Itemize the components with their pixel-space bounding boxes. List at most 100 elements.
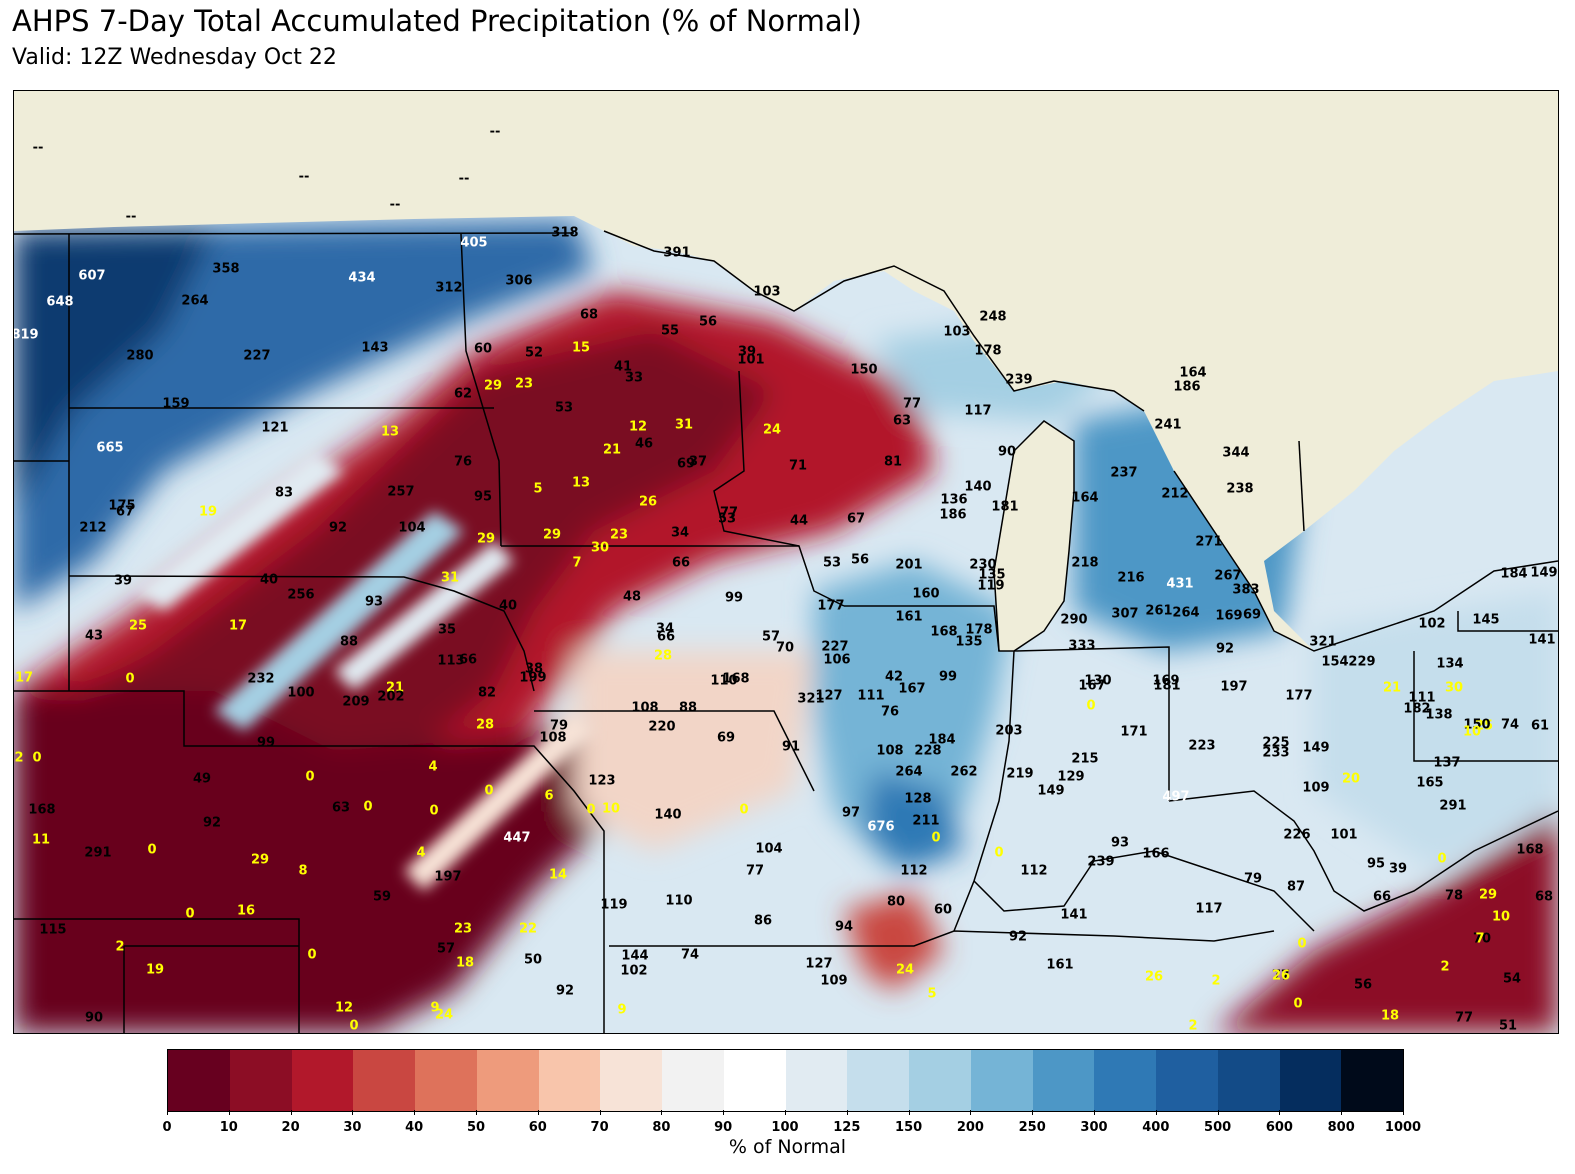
colorbar-swatch bbox=[662, 1050, 724, 1111]
station-value-label: 321 bbox=[1309, 635, 1336, 650]
colorbar-tickmark bbox=[290, 1110, 292, 1115]
colorbar-swatch bbox=[1094, 1050, 1156, 1111]
station-value-label: 239 bbox=[1087, 855, 1114, 870]
colorbar-tickmark bbox=[970, 1110, 972, 1115]
station-value-label: 280 bbox=[126, 349, 153, 364]
station-value-label: 130 bbox=[1084, 674, 1111, 689]
station-value-label: 92 bbox=[203, 816, 221, 831]
station-value-label: 150 bbox=[850, 363, 877, 378]
station-value-label: 67 bbox=[847, 512, 865, 527]
colorbar-tick-label: 80 bbox=[652, 1120, 671, 1135]
station-value-label: 9 bbox=[430, 1001, 439, 1016]
station-value-label: 19 bbox=[146, 963, 164, 978]
station-value-label: 128 bbox=[904, 792, 931, 807]
station-value-label: 165 bbox=[1416, 776, 1443, 791]
station-value-label: 197 bbox=[434, 870, 461, 885]
station-value-label: 104 bbox=[755, 842, 782, 857]
station-value-label: 135 bbox=[955, 635, 982, 650]
station-value-label: 171 bbox=[1120, 725, 1147, 740]
station-value-label: 212 bbox=[1161, 487, 1188, 502]
station-value-label: 16 bbox=[237, 904, 255, 919]
station-value-label: 35 bbox=[438, 623, 456, 638]
colorbar-tick-label: 600 bbox=[1265, 1120, 1293, 1135]
station-value-label: 312 bbox=[435, 281, 462, 296]
station-value-label: 150 bbox=[1463, 718, 1490, 733]
colorbar-tickmark bbox=[908, 1110, 910, 1115]
station-value-label: 149 bbox=[1302, 741, 1329, 756]
station-value-label: 76 bbox=[454, 455, 472, 470]
station-value-label: 19 bbox=[199, 505, 217, 520]
precipitation-map: -- -- -- -- -- -- 405 318 391 607 648 358 434 306 312 2… bbox=[13, 90, 1559, 1034]
station-value-label: 264 bbox=[181, 294, 208, 309]
station-value-label: 431 bbox=[1166, 577, 1193, 592]
colorbar-tickmark bbox=[1094, 1110, 1095, 1115]
colorbar-swatch bbox=[538, 1050, 601, 1111]
station-value-label: 54 bbox=[1503, 972, 1521, 987]
station-value-label: 0 bbox=[305, 770, 314, 785]
station-value-label: 21 bbox=[1383, 681, 1401, 696]
station-value-label: 30 bbox=[1445, 681, 1463, 696]
colorbar-swatch bbox=[785, 1050, 848, 1111]
station-value-label: 29 bbox=[543, 528, 561, 543]
station-value-label: 13 bbox=[381, 425, 399, 440]
station-value-label: 10 bbox=[1463, 725, 1481, 740]
station-value-label: 69 bbox=[717, 731, 735, 746]
station-value-label: 21 bbox=[603, 443, 621, 458]
station-value-label: 0 bbox=[125, 672, 134, 687]
station-value-label: 112 bbox=[900, 864, 927, 879]
station-value-label: -- bbox=[390, 198, 401, 213]
station-value-label: 79 bbox=[1244, 872, 1262, 887]
station-value-label: 159 bbox=[162, 397, 189, 412]
station-value-label: 227 bbox=[821, 640, 848, 655]
colorbar-swatch bbox=[476, 1050, 539, 1111]
station-value-label: 88 bbox=[340, 635, 358, 650]
station-value-label: 182 bbox=[1403, 702, 1430, 717]
station-value-label: 177 bbox=[1285, 689, 1312, 704]
station-value-label: 57 bbox=[762, 630, 780, 645]
station-value-label: 607 bbox=[78, 269, 105, 284]
lake-superior-shore bbox=[603, 230, 1145, 412]
station-value-label: 819 bbox=[14, 328, 39, 343]
station-value-label: 99 bbox=[725, 591, 743, 606]
station-value-label: -- bbox=[459, 172, 470, 187]
station-value-label: 101 bbox=[737, 353, 764, 368]
station-value-label: 218 bbox=[1071, 556, 1098, 571]
station-value-label: 115 bbox=[39, 923, 66, 938]
station-value-label: 92 bbox=[556, 984, 574, 999]
station-value-label: 29 bbox=[1479, 888, 1497, 903]
station-value-label: 648 bbox=[46, 295, 73, 310]
station-value-label: 60 bbox=[474, 342, 492, 357]
colorbar-tickmark bbox=[661, 1110, 663, 1115]
colorbar-tick-label: 90 bbox=[714, 1120, 733, 1135]
colorbar-tickmark bbox=[352, 1110, 354, 1115]
station-value-label: 66 bbox=[459, 653, 477, 668]
station-value-label: 110 bbox=[710, 674, 737, 689]
station-value-label: 92 bbox=[1009, 930, 1027, 945]
station-value-label: 2 bbox=[1211, 974, 1220, 989]
station-value-label: 17 bbox=[15, 671, 33, 686]
station-value-label: -- bbox=[299, 170, 310, 185]
station-value-label: 141 bbox=[1060, 908, 1087, 923]
station-value-label: 232 bbox=[247, 672, 274, 687]
station-value-label: 102 bbox=[1418, 617, 1445, 632]
station-value-label: 117 bbox=[1195, 902, 1222, 917]
station-value-label: 68 bbox=[1535, 890, 1553, 905]
station-value-label: 106 bbox=[823, 653, 850, 668]
station-value-label: 0 bbox=[147, 843, 156, 858]
station-value-label: 97 bbox=[842, 806, 860, 821]
station-value-label: 57 bbox=[437, 942, 455, 957]
station-value-label: 109 bbox=[1302, 781, 1329, 796]
station-value-label: 67 bbox=[116, 505, 134, 520]
colorbar-tickmark bbox=[599, 1110, 601, 1115]
station-value-label: 167 bbox=[898, 682, 925, 697]
station-value-label: 212 bbox=[79, 521, 106, 536]
station-value-label: 119 bbox=[977, 579, 1004, 594]
station-value-label: 241 bbox=[1154, 418, 1181, 433]
station-value-label: 184 bbox=[928, 733, 955, 748]
station-value-label: 169 bbox=[1215, 609, 1242, 624]
station-value-label: 211 bbox=[912, 814, 939, 829]
station-value-label: 78 bbox=[1445, 889, 1463, 904]
station-value-label: 56 bbox=[1354, 978, 1372, 993]
station-value-label: -- bbox=[490, 125, 501, 140]
colorbar-tick-label: 0 bbox=[162, 1120, 172, 1135]
